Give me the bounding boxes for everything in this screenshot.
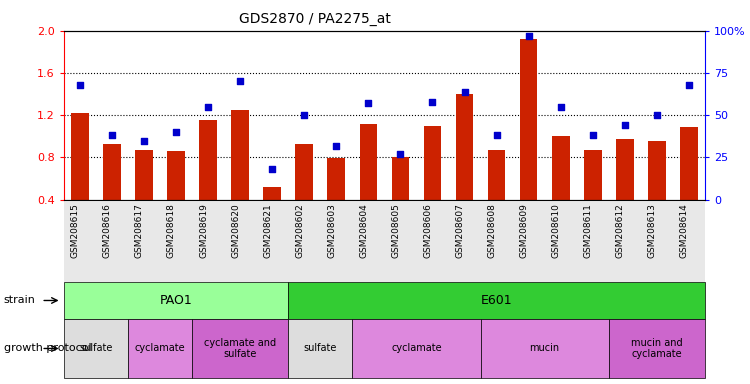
Bar — [392, 157, 410, 200]
Point — [202, 104, 214, 110]
Text: GSM208606: GSM208606 — [424, 204, 433, 258]
Bar — [616, 139, 634, 200]
Point — [586, 132, 598, 139]
Bar — [200, 121, 217, 200]
Text: GSM208613: GSM208613 — [648, 204, 657, 258]
Point — [106, 132, 118, 139]
Point — [490, 132, 502, 139]
Text: cyclamate: cyclamate — [135, 343, 185, 354]
Text: GSM208605: GSM208605 — [392, 204, 400, 258]
Text: mucin: mucin — [530, 343, 560, 354]
Point — [298, 112, 310, 118]
Text: GSM208611: GSM208611 — [584, 204, 592, 258]
Point — [555, 104, 567, 110]
Point — [651, 112, 663, 118]
Bar — [424, 126, 441, 200]
Text: GSM208617: GSM208617 — [135, 204, 144, 258]
Point — [523, 33, 535, 39]
Text: cyclamate: cyclamate — [392, 343, 442, 354]
Point — [138, 137, 150, 144]
Text: strain: strain — [4, 295, 36, 306]
Point — [619, 122, 631, 128]
Text: GSM208609: GSM208609 — [520, 204, 529, 258]
Bar — [231, 110, 249, 200]
Bar — [359, 124, 377, 200]
Bar — [296, 144, 313, 200]
Point — [362, 100, 374, 106]
Text: GSM208610: GSM208610 — [552, 204, 561, 258]
Text: GSM208607: GSM208607 — [455, 204, 464, 258]
Bar — [328, 159, 345, 200]
Text: GSM208608: GSM208608 — [488, 204, 496, 258]
Point — [683, 82, 695, 88]
Text: GSM208620: GSM208620 — [231, 204, 240, 258]
Point — [234, 78, 246, 84]
Text: GSM208621: GSM208621 — [263, 204, 272, 258]
Text: GSM208603: GSM208603 — [327, 204, 336, 258]
Text: GSM208604: GSM208604 — [359, 204, 368, 258]
Text: GSM208618: GSM208618 — [167, 204, 176, 258]
Text: GSM208614: GSM208614 — [680, 204, 689, 258]
Text: mucin and
cyclamate: mucin and cyclamate — [631, 338, 682, 359]
Bar — [488, 150, 506, 200]
Bar — [71, 113, 88, 200]
Text: GSM208612: GSM208612 — [616, 204, 625, 258]
Text: cyclamate and
sulfate: cyclamate and sulfate — [204, 338, 276, 359]
Bar — [552, 136, 569, 200]
Point — [266, 166, 278, 172]
Bar — [103, 144, 121, 200]
Point — [74, 82, 86, 88]
Point — [330, 142, 342, 149]
Text: sulfate: sulfate — [80, 343, 112, 354]
Text: GSM208615: GSM208615 — [70, 204, 80, 258]
Point — [458, 88, 470, 94]
Text: GSM208619: GSM208619 — [199, 204, 208, 258]
Bar — [456, 94, 473, 200]
Point — [170, 129, 182, 135]
Text: PAO1: PAO1 — [160, 294, 192, 307]
Bar — [584, 150, 602, 200]
Bar — [263, 187, 281, 200]
Text: sulfate: sulfate — [304, 343, 337, 354]
Bar — [135, 150, 153, 200]
Bar — [167, 151, 184, 200]
Text: GSM208616: GSM208616 — [103, 204, 112, 258]
Text: GSM208602: GSM208602 — [296, 204, 304, 258]
Bar — [680, 127, 698, 200]
Point — [394, 151, 406, 157]
Bar — [648, 141, 666, 200]
Text: growth protocol: growth protocol — [4, 343, 92, 354]
Text: GDS2870 / PA2275_at: GDS2870 / PA2275_at — [239, 12, 391, 25]
Point — [427, 99, 439, 105]
Bar — [520, 39, 538, 200]
Text: E601: E601 — [481, 294, 512, 307]
